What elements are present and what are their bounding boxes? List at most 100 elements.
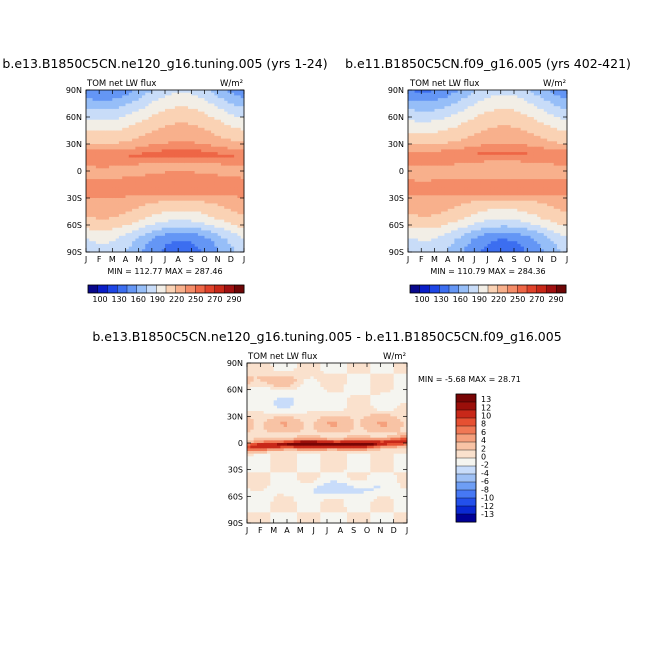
contour-cell: [431, 130, 435, 134]
contour-cell: [181, 233, 186, 237]
contour-cell: [197, 100, 202, 104]
contour-cell: [115, 103, 120, 107]
contour-cell: [437, 119, 442, 123]
contour-cell: [230, 203, 235, 207]
contour-cell: [165, 135, 169, 139]
contour-cell: [174, 152, 179, 156]
contour-cell: [168, 211, 172, 215]
contour-cell: [240, 100, 245, 104]
contour-cell: [467, 92, 472, 96]
contour-cell: [145, 230, 149, 234]
contour-cell: [477, 189, 482, 193]
contour-cell: [457, 208, 462, 212]
contour-cell: [128, 198, 133, 202]
contour-cell: [171, 176, 176, 180]
contour-cell: [194, 249, 199, 253]
contour-cell: [487, 203, 492, 207]
contour-cell: [464, 243, 469, 247]
contour-cell: [227, 130, 232, 134]
contour-cell: [454, 146, 459, 150]
contour-cell: [89, 216, 93, 220]
contour-cell: [171, 235, 176, 239]
contour-cell: [135, 130, 140, 134]
contour-cell: [86, 130, 90, 134]
contour-cell: [207, 133, 212, 137]
contour-cell: [174, 100, 179, 104]
contour-cell: [161, 192, 166, 196]
contour-cell: [115, 189, 120, 193]
contour-cell: [457, 103, 462, 107]
contour-cell: [99, 222, 103, 226]
contour-cell: [441, 184, 445, 188]
contour-cell: [474, 114, 478, 118]
contour-cell: [214, 114, 219, 118]
contour-cell: [464, 216, 469, 220]
contour-cell: [165, 233, 169, 237]
contour-cell: [86, 127, 90, 131]
contour-cell: [155, 227, 159, 231]
contour-cell: [421, 227, 425, 231]
contour-cell: [211, 125, 215, 129]
contour-cell: [112, 117, 117, 121]
contour-cell: [237, 160, 242, 164]
contour-cell: [408, 108, 412, 112]
contour-cell: [477, 111, 482, 115]
contour-cell: [102, 122, 107, 126]
contour-cell: [230, 162, 235, 166]
contour-cell: [444, 119, 449, 123]
contour-cell: [421, 106, 425, 110]
contour-cell: [441, 176, 445, 180]
contour-cell: [487, 233, 492, 237]
contour-cell: [95, 171, 100, 175]
contour-cell: [188, 176, 192, 180]
contour-cell: [457, 138, 462, 142]
contour-cell: [125, 225, 130, 229]
contour-cell: [417, 192, 422, 196]
contour-cell: [89, 125, 93, 129]
contour-cell: [171, 157, 176, 161]
contour-cell: [437, 162, 442, 166]
contour-cell: [461, 160, 465, 164]
contour-cell: [181, 106, 186, 110]
contour-cell: [105, 189, 110, 193]
contour-cell: [500, 111, 505, 115]
contour-cell: [474, 133, 478, 137]
contour-cell: [230, 200, 235, 204]
contour-cell: [158, 160, 163, 164]
contour-cell: [227, 243, 232, 247]
contour-cell: [467, 146, 472, 150]
contour-cell: [109, 168, 113, 172]
contour-cell: [128, 100, 133, 104]
contour-cell: [184, 216, 189, 220]
contour-cell: [437, 241, 442, 245]
contour-cell: [220, 206, 225, 210]
contour-cell: [474, 203, 478, 207]
contour-cell: [161, 165, 166, 169]
contour-cell: [197, 111, 202, 115]
contour-cell: [197, 189, 202, 193]
contour-cell: [451, 103, 455, 107]
contour-cell: [424, 106, 429, 110]
contour-cell: [484, 233, 488, 237]
contour-cell: [487, 216, 492, 220]
contour-cell: [507, 106, 512, 110]
contour-cell: [171, 95, 176, 99]
contour-cell: [240, 152, 245, 156]
contour-cell: [92, 154, 97, 158]
contour-cell: [417, 200, 422, 204]
contour-cell: [464, 152, 469, 156]
contour-cell: [220, 98, 225, 102]
contour-cell: [494, 144, 498, 148]
contour-cell: [155, 219, 159, 223]
contour-cell: [89, 152, 93, 156]
contour-cell: [414, 152, 419, 156]
contour-cell: [204, 165, 209, 169]
contour-cell: [165, 141, 169, 145]
contour-cell: [490, 206, 495, 210]
contour-cell: [89, 138, 93, 142]
contour-cell: [89, 127, 93, 131]
contour-cell: [500, 249, 505, 253]
contour-cell: [514, 222, 518, 226]
contour-cell: [125, 130, 130, 134]
contour-cell: [161, 149, 166, 153]
